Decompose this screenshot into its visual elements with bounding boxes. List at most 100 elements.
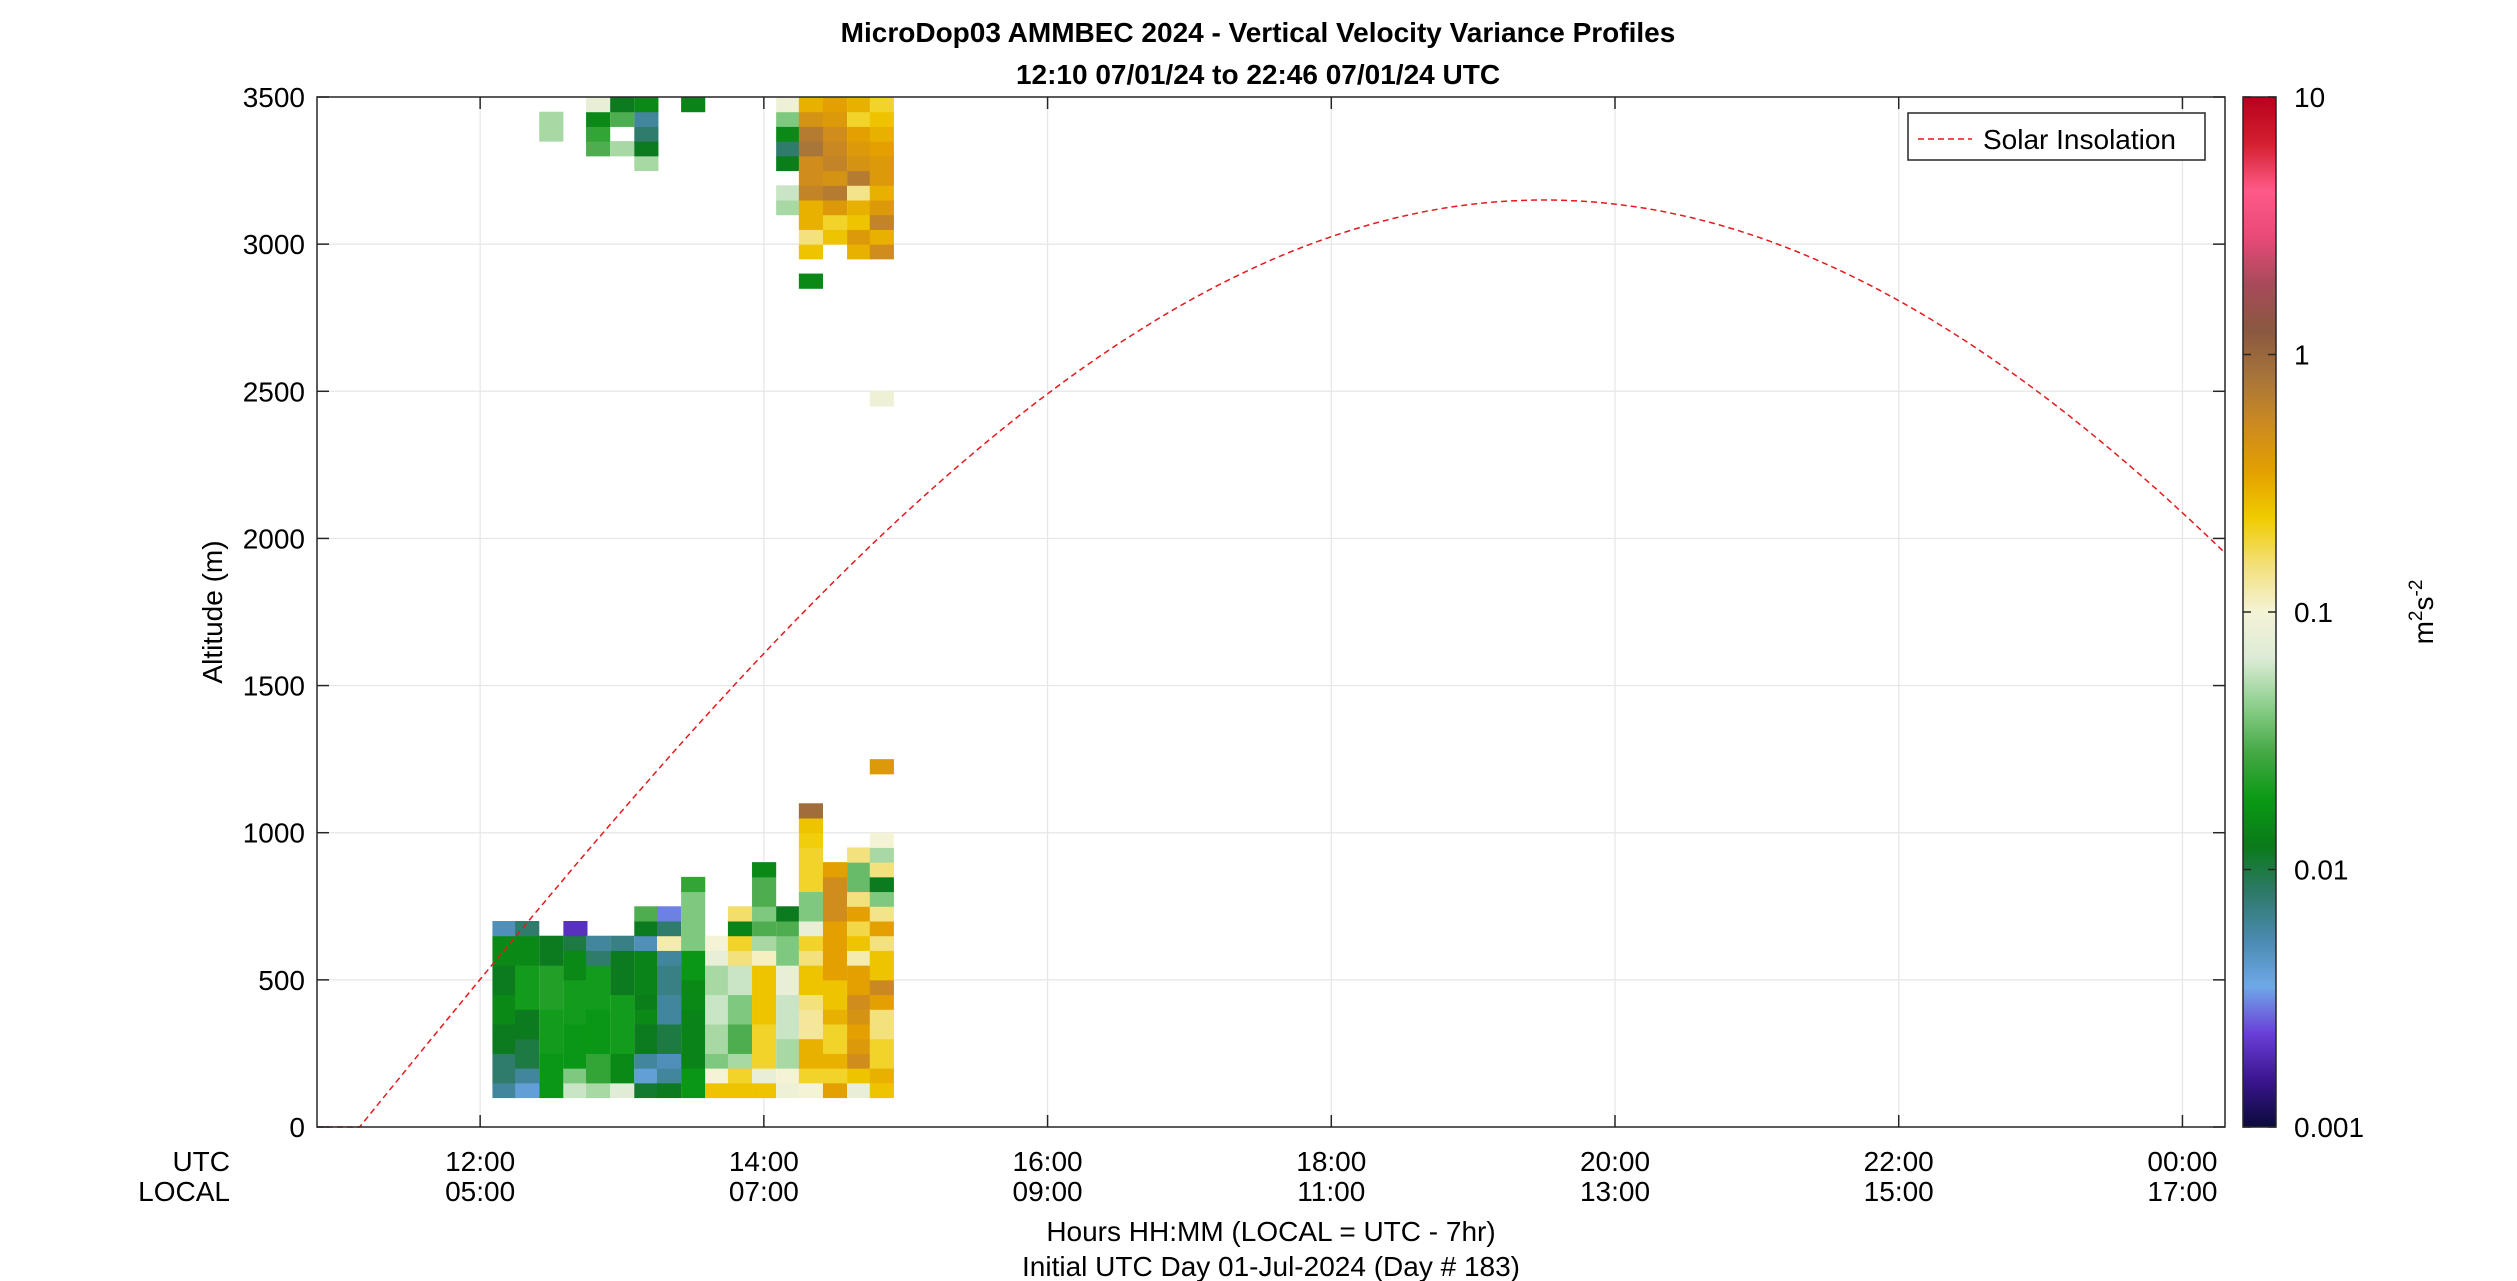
colorbar-tick-label: 0.001 — [2294, 1112, 2364, 1143]
heatmap-cell — [847, 1082, 872, 1099]
heatmap-cell — [586, 950, 611, 966]
heatmap-cell — [539, 1009, 564, 1054]
heatmap-cell — [798, 832, 823, 848]
heatmap-cell — [776, 126, 801, 142]
heatmap-cell — [539, 126, 564, 142]
heatmap-cell — [847, 847, 872, 863]
heatmap-cell — [610, 141, 635, 157]
heatmap-cell — [586, 97, 611, 113]
heatmap-cell — [681, 921, 706, 951]
heatmap-cell — [869, 1009, 894, 1040]
chart-title-line1: MicroDop03 AMMBEC 2024 - Vertical Veloci… — [841, 17, 1676, 48]
heatmap-cell — [869, 862, 894, 878]
heatmap-cell — [822, 891, 848, 922]
heatmap-cell — [869, 906, 894, 922]
heatmap-cell — [822, 185, 848, 201]
heatmap-cell — [634, 126, 659, 142]
heatmap-cell — [776, 1068, 801, 1084]
heatmap-cell — [610, 1082, 635, 1099]
heatmap-cell — [776, 97, 801, 113]
heatmap-cell — [727, 921, 753, 937]
heatmap-cell — [798, 1009, 823, 1040]
heatmap-cell — [847, 891, 872, 907]
heatmap-cell — [610, 935, 635, 951]
x-tick-label-utc: 14:00 — [729, 1146, 799, 1177]
heatmap-cell — [681, 950, 706, 981]
heatmap-cell — [869, 832, 894, 848]
heatmap-cell — [634, 994, 659, 1010]
heatmap-cell — [776, 1082, 801, 1099]
heatmap-cell — [798, 126, 823, 142]
heatmap-cell — [776, 200, 801, 216]
heatmap-cell — [847, 244, 872, 260]
heatmap-cell — [586, 1053, 611, 1084]
heatmap-cell — [563, 935, 588, 951]
heatmap-cell — [798, 891, 823, 922]
heatmap-cell — [515, 935, 540, 966]
heatmap-cell — [847, 185, 872, 201]
heatmap-cell — [798, 273, 823, 289]
chart-title-line2: 12:10 07/01/24 to 22:46 07/01/24 UTC — [1016, 59, 1500, 90]
heatmap-cell — [847, 214, 872, 230]
heatmap-cell — [847, 1024, 872, 1040]
heatmap-cell — [610, 1053, 635, 1084]
x-tick-label-utc: 12:00 — [445, 1146, 515, 1177]
heatmap-cell — [656, 935, 682, 951]
x-tick-label-local: 11:00 — [1297, 1176, 1365, 1207]
heatmap-cell — [634, 935, 659, 951]
colorbar-tick-label: 0.1 — [2294, 597, 2333, 628]
heatmap-cell — [681, 1009, 706, 1069]
heatmap-cell — [727, 965, 753, 996]
heatmap-cell — [586, 935, 611, 951]
heatmap-cell — [822, 155, 848, 172]
heatmap-cell — [705, 965, 730, 996]
heatmap-cell — [752, 935, 777, 951]
heatmap-cell — [515, 921, 540, 937]
heatmap-cell — [847, 935, 872, 951]
x-tick-label-utc: 18:00 — [1296, 1146, 1366, 1177]
heatmap-cell — [776, 111, 801, 127]
heatmap-cell — [822, 111, 848, 127]
heatmap-cell — [869, 935, 894, 951]
heatmap-cell — [705, 1068, 730, 1084]
heatmap-cell — [634, 97, 659, 113]
heatmap-cell — [705, 1024, 730, 1054]
heatmap-cell — [492, 965, 517, 996]
heatmap-cell — [515, 965, 540, 1010]
heatmap-cell — [776, 141, 801, 157]
heatmap-cell — [610, 950, 635, 966]
heatmap-cell — [727, 1082, 753, 1099]
heatmap-cell — [705, 1082, 730, 1099]
heatmap-cell — [869, 1082, 894, 1099]
heatmap-cell — [776, 965, 801, 996]
heatmap-cell — [869, 950, 894, 981]
heatmap-cell — [776, 921, 801, 937]
heatmap-cell — [492, 1053, 517, 1084]
heatmap-cell — [515, 1082, 540, 1099]
heatmap-cell — [610, 994, 635, 1054]
heatmap-cell — [847, 965, 872, 996]
heatmap-cell — [634, 1009, 659, 1025]
heatmap-cell — [634, 1082, 659, 1099]
heatmap-cell — [634, 950, 659, 996]
heatmap-cell — [822, 141, 848, 157]
x-axis-label-line1: Hours HH:MM (LOCAL = UTC - 7hr) — [1046, 1216, 1495, 1247]
heatmap-cell — [869, 214, 894, 230]
heatmap-cell — [727, 1053, 753, 1069]
heatmap-cell — [822, 1053, 848, 1069]
heatmap-cell — [656, 1068, 682, 1084]
heatmap-cell — [705, 994, 730, 1025]
heatmap-cell — [681, 891, 706, 922]
heatmap-cell — [776, 185, 801, 201]
heatmap-cell — [798, 921, 823, 937]
heatmap-cell — [634, 1024, 659, 1054]
heatmap-cell — [869, 876, 894, 893]
heatmap-cell — [798, 170, 823, 186]
heatmap-cell — [610, 965, 635, 996]
heatmap-cell — [798, 200, 823, 216]
heatmap-cell — [822, 950, 848, 981]
heatmap-cell — [822, 862, 848, 878]
heatmap-cell — [798, 950, 823, 966]
heatmap-cell — [563, 950, 588, 981]
